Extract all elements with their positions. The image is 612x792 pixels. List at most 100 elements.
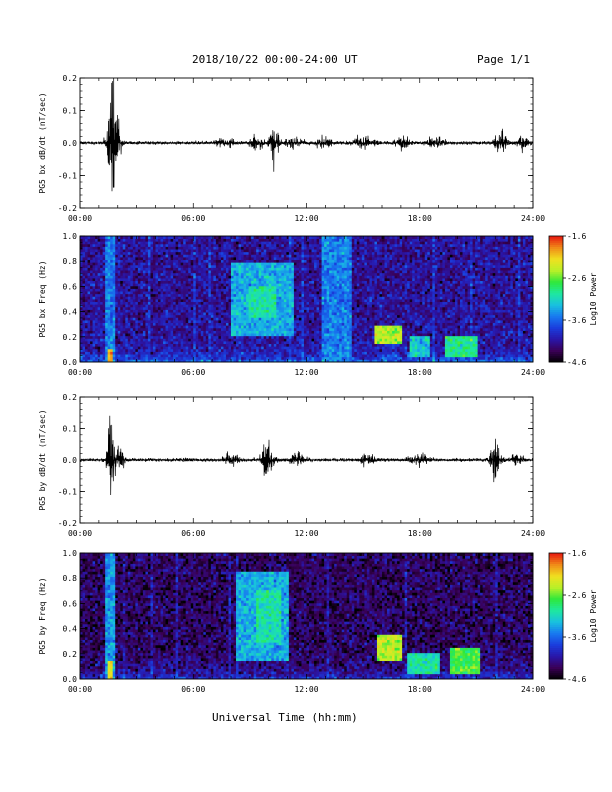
spectrogram-cell bbox=[170, 264, 174, 268]
spectrogram-cell bbox=[127, 333, 131, 337]
spectrogram-cell bbox=[286, 301, 290, 305]
spectrogram-cell bbox=[220, 236, 224, 240]
spectrogram-cell bbox=[283, 257, 287, 261]
spectrogram-cell bbox=[231, 243, 234, 247]
spectrogram-cell bbox=[135, 238, 139, 242]
spectrogram-cell bbox=[107, 325, 111, 329]
spectrogram-cell bbox=[87, 285, 91, 289]
spectrogram-cell bbox=[90, 330, 93, 334]
spectrogram-cell bbox=[95, 348, 99, 352]
spectrogram-cell bbox=[173, 354, 177, 358]
spectrogram-cell bbox=[170, 241, 174, 245]
spectrogram-cell bbox=[210, 325, 214, 329]
spectrogram-cell bbox=[87, 267, 91, 271]
spectrogram-cell bbox=[243, 278, 247, 282]
spectrogram-cell bbox=[231, 285, 234, 289]
spectrogram-cell bbox=[178, 267, 182, 271]
spectrogram-cell bbox=[150, 346, 154, 350]
spectrogram-cell bbox=[80, 275, 83, 279]
spectrogram-cell bbox=[203, 309, 207, 313]
spectrogram-cell bbox=[319, 341, 322, 345]
spectrogram-cell bbox=[150, 335, 154, 339]
spectrogram-cell bbox=[120, 236, 124, 240]
spectrogram-cell bbox=[291, 238, 295, 242]
spectrogram-cell bbox=[291, 296, 295, 300]
spectrogram-cell bbox=[241, 322, 244, 326]
x-tick-label: 00:00 bbox=[68, 214, 92, 223]
spectrogram-cell bbox=[132, 327, 136, 331]
spectrogram-cell bbox=[228, 270, 232, 274]
spectrogram-cell bbox=[251, 343, 255, 347]
spectrogram-cell bbox=[137, 283, 141, 287]
spectrogram-cell bbox=[155, 325, 159, 329]
spectrogram-cell bbox=[115, 335, 119, 339]
spectrogram-cell bbox=[276, 251, 280, 255]
spectrogram-cell bbox=[291, 304, 295, 308]
spectrogram-cell bbox=[248, 280, 252, 284]
spectrogram-cell bbox=[188, 314, 192, 318]
spectrogram-cell bbox=[188, 283, 192, 287]
spectrogram-cell bbox=[147, 301, 151, 305]
spectrogram-cell bbox=[175, 285, 179, 289]
spectrogram-cell bbox=[251, 314, 255, 318]
spectrogram-cell bbox=[125, 330, 129, 334]
spectrogram-cell bbox=[185, 322, 189, 326]
spectrogram-cell bbox=[158, 270, 161, 274]
spectrogram-cell bbox=[137, 312, 141, 316]
spectrogram-cell bbox=[288, 333, 292, 337]
spectrogram-cell bbox=[228, 280, 232, 284]
spectrogram-cell bbox=[170, 354, 174, 358]
spectrogram-cell bbox=[200, 341, 204, 345]
spectrogram-cell bbox=[95, 262, 99, 266]
spectrogram-cell bbox=[268, 330, 272, 334]
spectrogram-cell bbox=[210, 338, 214, 342]
spectrogram-cell bbox=[120, 251, 124, 255]
spectrogram-cell bbox=[281, 236, 285, 240]
spectrogram-cell bbox=[283, 254, 287, 258]
spectrogram-cell bbox=[117, 335, 121, 339]
spectrogram-cell bbox=[223, 299, 227, 303]
spectrogram-cell bbox=[213, 301, 217, 305]
spectrogram-cell bbox=[298, 327, 302, 331]
spectrogram-cell bbox=[183, 354, 187, 358]
spectrogram-cell bbox=[102, 341, 106, 345]
spectrogram-cell bbox=[309, 283, 312, 287]
spectrogram-cell bbox=[241, 288, 244, 292]
spectrogram-cell bbox=[142, 333, 146, 337]
spectrogram-cell bbox=[130, 243, 134, 247]
spectrogram-cell bbox=[117, 314, 121, 318]
spectrogram-cell bbox=[198, 299, 202, 303]
spectrogram-cell bbox=[286, 322, 290, 326]
spectrogram-cell bbox=[173, 264, 177, 268]
spectrogram-cell bbox=[231, 293, 234, 297]
spectrogram-cell bbox=[135, 333, 139, 337]
spectrogram-cell bbox=[213, 338, 217, 342]
spectrogram-cell bbox=[180, 249, 184, 253]
spectrogram-cell bbox=[314, 288, 317, 292]
spectrogram-cell bbox=[220, 354, 224, 358]
spectrogram-cell bbox=[306, 314, 310, 318]
spectrogram-cell bbox=[175, 330, 179, 334]
spectrogram-cell bbox=[311, 270, 315, 274]
spectrogram-cell bbox=[286, 259, 290, 263]
spectrogram-cell bbox=[100, 343, 104, 347]
spectrogram-cell bbox=[241, 246, 244, 250]
spectrogram-cell bbox=[238, 327, 242, 331]
spectrogram-cell bbox=[258, 291, 262, 295]
spectrogram-cell bbox=[213, 270, 217, 274]
spectrogram-cell bbox=[127, 262, 131, 266]
spectrogram-cell bbox=[278, 304, 282, 308]
spectrogram-cell bbox=[309, 246, 312, 250]
spectrogram-cell bbox=[132, 275, 136, 279]
spectrogram-cell bbox=[303, 356, 307, 360]
spectrogram-cell bbox=[135, 312, 139, 316]
spectrogram-cell bbox=[253, 296, 257, 300]
spectrogram-cell bbox=[233, 293, 237, 297]
spectrogram-cell bbox=[97, 288, 101, 292]
spectrogram-cell bbox=[303, 338, 307, 342]
spectrogram-cell bbox=[276, 306, 280, 310]
spectrogram-cell bbox=[180, 341, 184, 345]
spectrogram-cell bbox=[120, 272, 124, 276]
spectrogram-cell bbox=[314, 275, 317, 279]
spectrogram-cell bbox=[298, 338, 302, 342]
